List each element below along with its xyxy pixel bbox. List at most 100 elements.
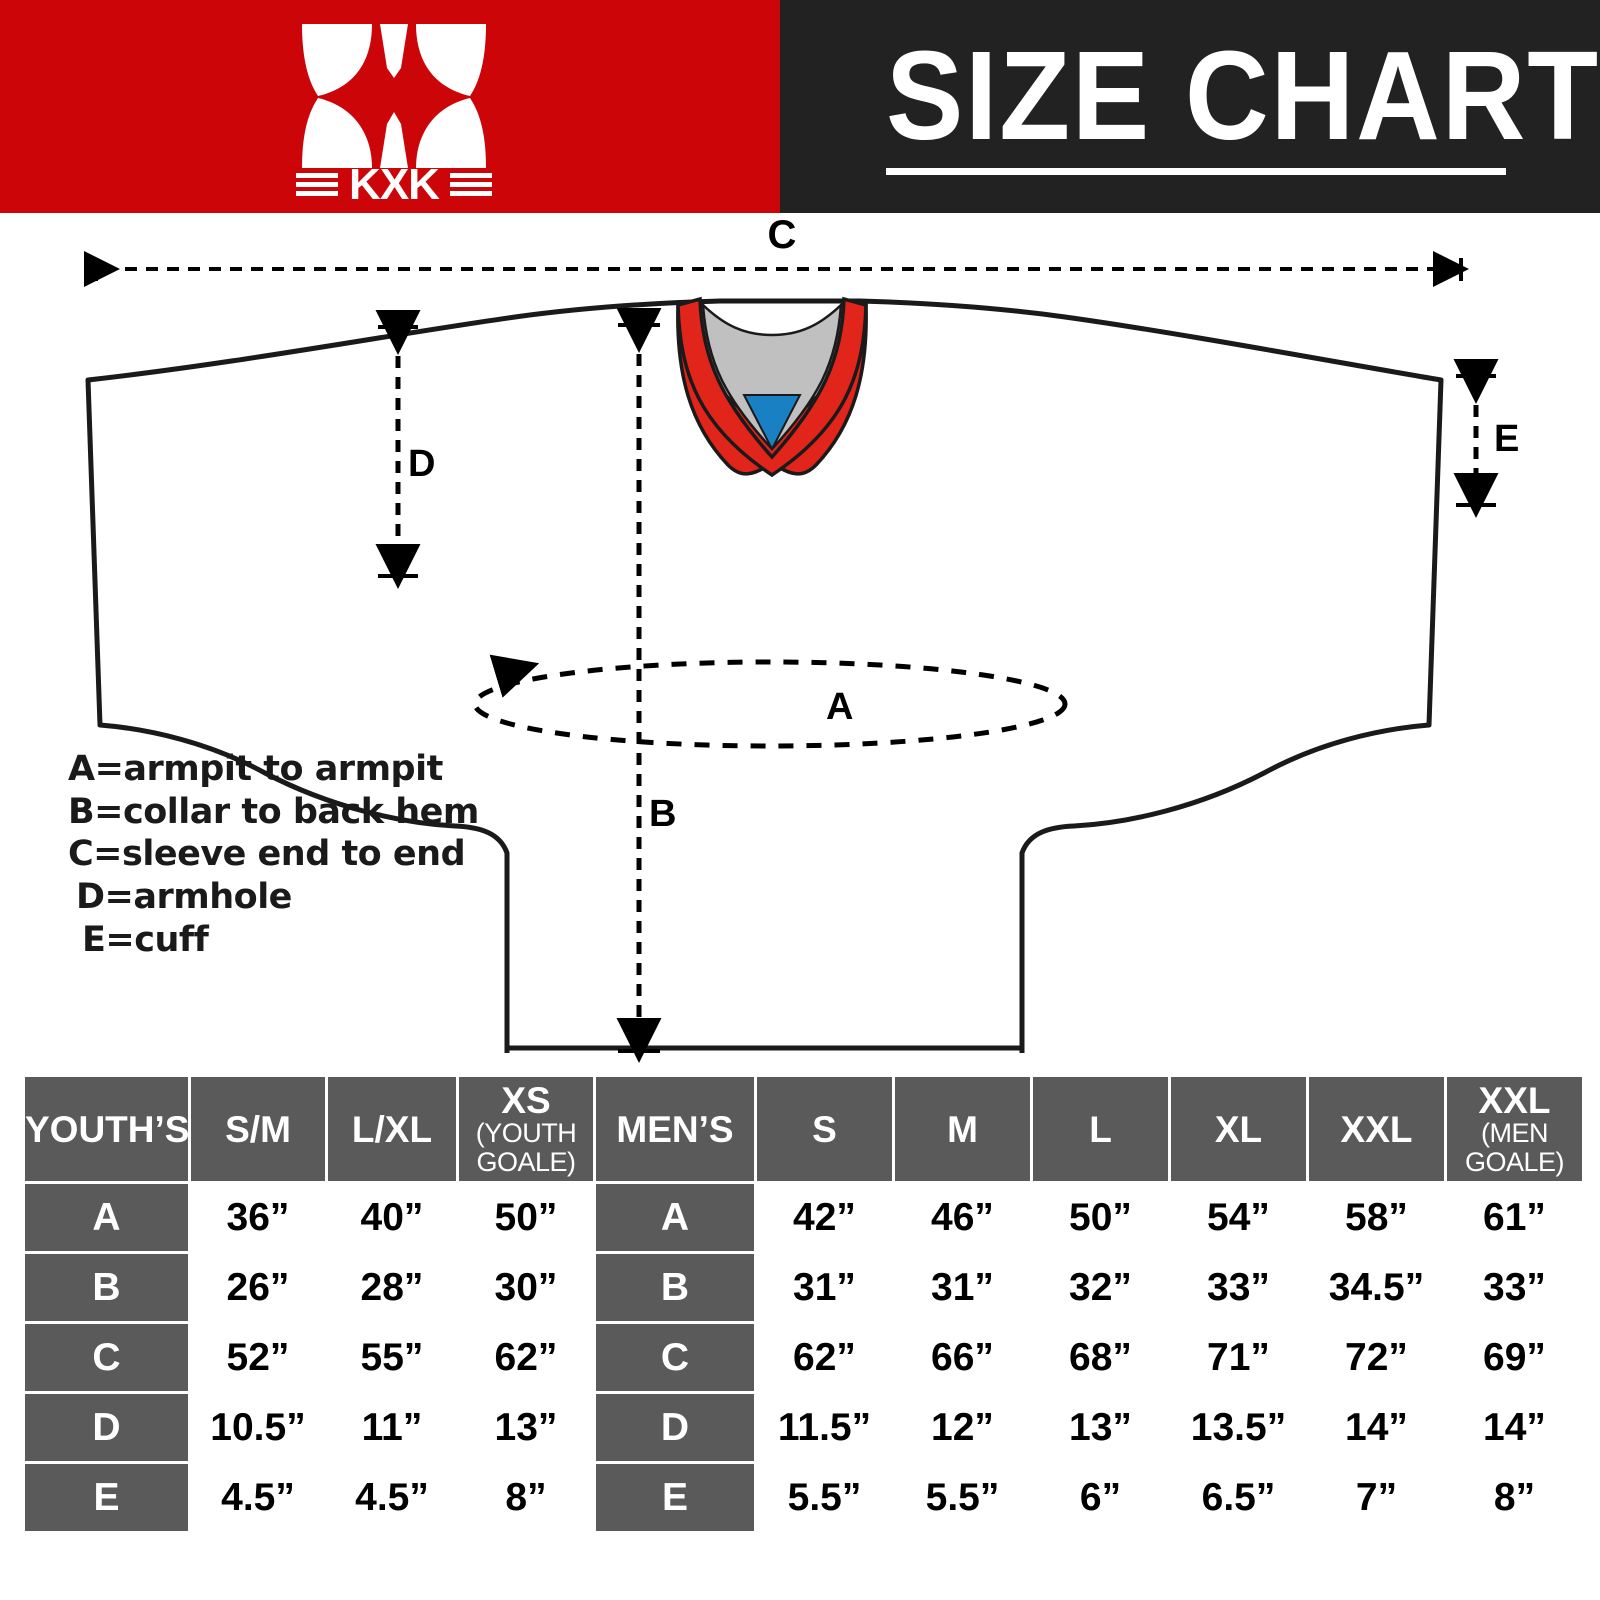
cell-youth-xs-d: 13”	[459, 1394, 593, 1461]
header-label: M	[947, 1108, 978, 1150]
cell-men-l-a: 50”	[1033, 1184, 1168, 1251]
row-label-youth-e: E	[25, 1464, 188, 1531]
row-label-youth-a: A	[25, 1184, 188, 1251]
cell-youth-lxl-e: 4.5”	[328, 1464, 456, 1531]
header-label: XL	[1214, 1108, 1263, 1150]
cell-men-s-a: 42”	[757, 1184, 892, 1251]
table-row: C 52” 55” 62” C 62” 66” 68” 71” 72” 69”	[25, 1324, 1582, 1391]
header-label: S/M	[225, 1108, 291, 1150]
header-title-panel: SIZE CHART	[780, 0, 1600, 213]
table-row: A 36” 40” 50” A 42” 46” 50” 54” 58” 61”	[25, 1184, 1582, 1251]
cell-youth-lxl-a: 40”	[328, 1184, 456, 1251]
header-label: MEN’S	[616, 1108, 734, 1150]
size-chart-table: YOUTH’S S/M L/XL XS (YOUTH GOALE) MEN’S …	[22, 1074, 1585, 1534]
cell-youth-lxl-c: 55”	[328, 1324, 456, 1391]
collar-band	[676, 296, 868, 478]
cell-men-xl-c: 71”	[1171, 1324, 1306, 1391]
cell-men-xxl-b: 34.5”	[1309, 1254, 1444, 1321]
cell-men-xxlgoalie-c: 69”	[1447, 1324, 1582, 1391]
cell-youth-sm-e: 4.5”	[191, 1464, 325, 1531]
collar-group	[676, 296, 868, 478]
dimension-c: C	[84, 213, 1469, 287]
cell-men-s-e: 5.5”	[757, 1464, 892, 1531]
cell-men-l-c: 68”	[1033, 1324, 1168, 1391]
row-label-men-c: C	[596, 1324, 754, 1391]
cell-youth-xs-a: 50”	[459, 1184, 593, 1251]
dimension-d: D	[375, 310, 435, 589]
header-label: S	[812, 1108, 837, 1150]
cell-youth-sm-b: 26”	[191, 1254, 325, 1321]
row-label-men-a: A	[596, 1184, 754, 1251]
header-cell-m: M	[895, 1077, 1030, 1181]
cell-men-l-e: 6”	[1033, 1464, 1168, 1531]
cell-men-xl-b: 33”	[1171, 1254, 1306, 1321]
page-title: SIZE CHART	[886, 25, 1600, 166]
kxk-emblem-icon: KXK	[284, 12, 504, 209]
cell-youth-lxl-d: 11”	[328, 1394, 456, 1461]
measurement-legend: A=armpit to armpit B=collar to back hem …	[68, 748, 479, 961]
legend-line-e: E=cuff	[82, 919, 209, 960]
page-title-group: SIZE CHART	[886, 25, 1600, 176]
header-sublabel: (YOUTH GOALE)	[475, 1118, 577, 1177]
row-label-youth-d: D	[25, 1394, 188, 1461]
cell-youth-sm-d: 10.5”	[191, 1394, 325, 1461]
cell-men-xxl-e: 7”	[1309, 1464, 1444, 1531]
cell-youth-xs-c: 62”	[459, 1324, 593, 1391]
cell-youth-xs-e: 8”	[459, 1464, 593, 1531]
row-label-men-b: B	[596, 1254, 754, 1321]
cell-men-m-a: 46”	[895, 1184, 1030, 1251]
header-label: XXL	[1340, 1108, 1413, 1150]
legend-line-a: A=armpit to armpit	[68, 749, 443, 789]
header-brand-panel: KXK	[0, 0, 780, 213]
jersey-measurement-diagram: C D	[0, 213, 1600, 1068]
svg-text:KXK: KXK	[349, 160, 440, 202]
cell-men-s-d: 11.5”	[757, 1394, 892, 1461]
cell-men-xl-e: 6.5”	[1171, 1464, 1306, 1531]
table-row: B 26” 28” 30” B 31” 31” 32” 33” 34.5” 33…	[25, 1254, 1582, 1321]
cell-men-m-d: 12”	[895, 1394, 1030, 1461]
header-cell-xxl: XXL	[1309, 1077, 1444, 1181]
title-underline-rule	[886, 168, 1506, 176]
table-row: D 10.5” 11” 13” D 11.5” 12” 13” 13.5” 14…	[25, 1394, 1582, 1461]
header-cell-youths: YOUTH’S	[25, 1077, 190, 1181]
cell-men-xxlgoalie-b: 33”	[1447, 1254, 1582, 1321]
header-label: XXL	[1478, 1080, 1551, 1122]
dimension-b: B	[616, 308, 676, 1063]
page-header: KXK SIZE CHART	[0, 0, 1600, 213]
dimension-a: A	[472, 654, 1068, 749]
cell-men-xxlgoalie-a: 61”	[1447, 1184, 1582, 1251]
cell-men-xxlgoalie-d: 14”	[1447, 1394, 1582, 1461]
header-cell-lxl: L/XL	[328, 1077, 456, 1181]
cell-men-l-d: 13”	[1033, 1394, 1168, 1461]
cell-men-m-e: 5.5”	[895, 1464, 1030, 1531]
jersey-outline	[85, 298, 1444, 1051]
header-cell-l: L	[1033, 1077, 1168, 1181]
cell-youth-xs-b: 30”	[459, 1254, 593, 1321]
collar-inner-panel	[701, 301, 843, 451]
dimension-e: E	[1453, 359, 1519, 518]
cell-men-xxl-d: 14”	[1309, 1394, 1444, 1461]
header-cell-xl: XL	[1171, 1077, 1306, 1181]
header-cell-xs-youth-goalie: XS (YOUTH GOALE)	[459, 1077, 593, 1181]
header-cell-xxl-men-goalie: XXL (MEN GOALE)	[1447, 1077, 1582, 1181]
header-label: L	[1089, 1108, 1112, 1150]
legend-line-b: B=collar to back hem	[68, 791, 479, 832]
row-label-youth-c: C	[25, 1324, 188, 1391]
header-cell-sm: S/M	[191, 1077, 325, 1181]
svg-text:E: E	[1494, 418, 1519, 460]
table-row: E 4.5” 4.5” 8” E 5.5” 5.5” 6” 6.5” 7” 8”	[25, 1464, 1582, 1531]
cell-men-l-b: 32”	[1033, 1254, 1168, 1321]
cell-youth-sm-c: 52”	[191, 1324, 325, 1391]
legend-line-d: D=armhole	[76, 877, 292, 918]
header-sublabel: (MEN GOALE)	[1464, 1118, 1565, 1177]
svg-text:C: C	[768, 213, 797, 257]
cell-men-xl-d: 13.5”	[1171, 1394, 1306, 1461]
header-label: YOUTH’S	[25, 1108, 190, 1150]
collar-blue-accent	[742, 394, 802, 452]
cell-youth-lxl-b: 28”	[328, 1254, 456, 1321]
cell-youth-sm-a: 36”	[191, 1184, 325, 1251]
row-label-youth-b: B	[25, 1254, 188, 1321]
row-label-men-d: D	[596, 1394, 754, 1461]
cell-men-s-b: 31”	[757, 1254, 892, 1321]
header-label: XS	[501, 1080, 551, 1122]
